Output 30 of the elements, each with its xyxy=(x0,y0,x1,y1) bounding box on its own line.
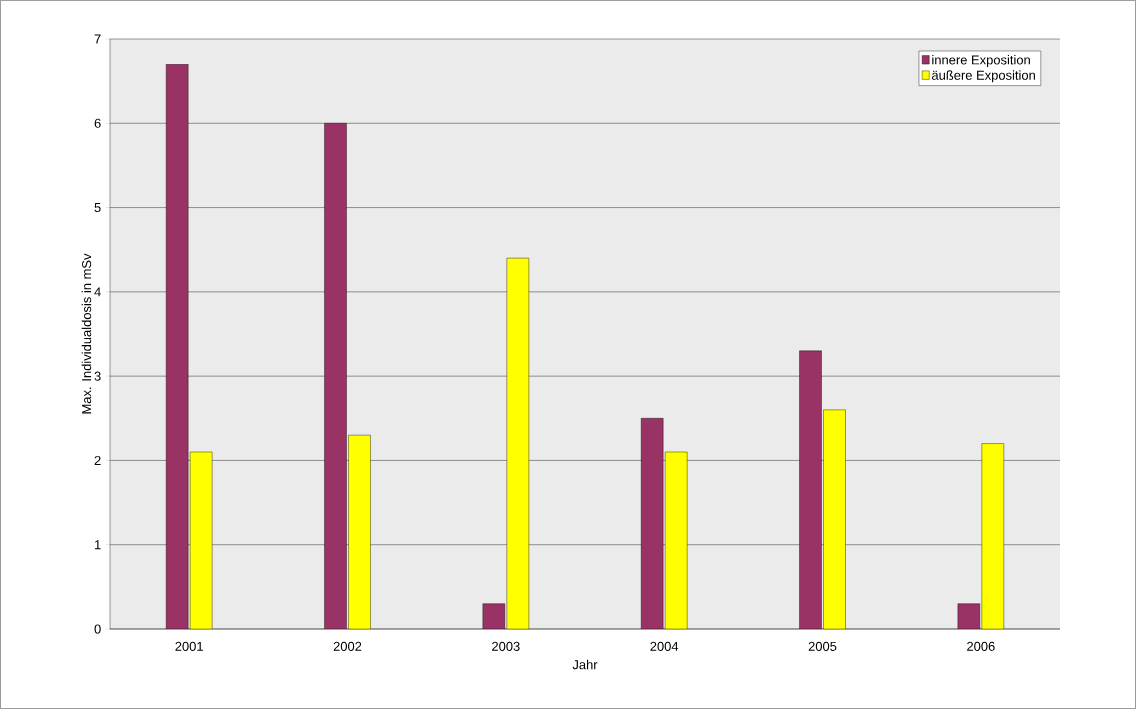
bar xyxy=(324,123,347,629)
legend-label: innere Exposition xyxy=(932,54,1030,68)
bar xyxy=(506,257,530,629)
x-tick-label: 2005 xyxy=(808,641,837,651)
x-tick-label: 2001 xyxy=(175,641,203,651)
x-tick-label: 2004 xyxy=(650,641,679,651)
y-tick-label: 6 xyxy=(94,118,101,128)
bar xyxy=(348,434,371,629)
bar xyxy=(957,603,981,629)
bar xyxy=(640,418,664,629)
bar xyxy=(799,350,822,629)
bar xyxy=(664,451,688,629)
y-tick-label: 1 xyxy=(95,540,101,550)
y-tick-label: 4 xyxy=(94,287,101,297)
y-axis-title: Max. Individualdosis in mSv xyxy=(81,253,92,414)
y-tick-label: 0 xyxy=(94,624,101,634)
legend-label: äußere Exposition xyxy=(931,70,1035,83)
bar xyxy=(823,409,846,629)
y-tick-label: 2 xyxy=(94,455,101,465)
y-tick-label: 7 xyxy=(94,34,101,44)
bar xyxy=(981,443,1005,629)
x-axis-title: Jahr xyxy=(572,659,598,670)
bar xyxy=(189,451,213,629)
y-tick-label: 3 xyxy=(94,371,101,381)
x-tick-label: 2003 xyxy=(492,641,520,651)
x-tick-label: 2006 xyxy=(967,641,995,651)
bar xyxy=(165,64,189,629)
x-tick-label: 2002 xyxy=(333,641,362,651)
y-tick-label: 5 xyxy=(94,203,101,213)
bar xyxy=(482,603,506,629)
